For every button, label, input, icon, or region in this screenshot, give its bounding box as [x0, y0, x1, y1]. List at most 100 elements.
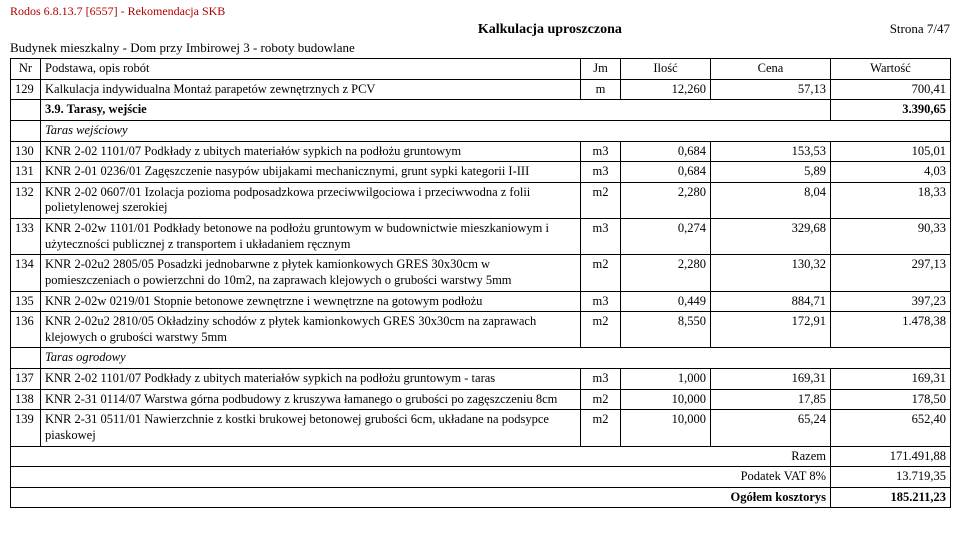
cell: KNR 2-31 0114/07 Warstwa górna podbudowy…: [41, 389, 581, 410]
cell: 131: [11, 162, 41, 183]
cell: 130: [11, 141, 41, 162]
table-row: 3.9. Tarasy, wejście3.390,65: [11, 100, 951, 121]
total-value: 185.211,23: [831, 487, 951, 508]
table-row: 131KNR 2-01 0236/01 Zagęszczenie nasypów…: [11, 162, 951, 183]
cell: 17,85: [711, 389, 831, 410]
col-wartosc: Wartość: [831, 59, 951, 80]
cell: Taras ogrodowy: [41, 348, 951, 369]
table-row: 134KNR 2-02u2 2805/05 Posadzki jednobarw…: [11, 255, 951, 291]
cell: m2: [581, 182, 621, 218]
cell: 18,33: [831, 182, 951, 218]
table-row: 130KNR 2-02 1101/07 Podkłady z ubitych m…: [11, 141, 951, 162]
cell: Kalkulacja indywidualna Montaż parapetów…: [41, 79, 581, 100]
cell: 10,000: [621, 389, 711, 410]
cell: m2: [581, 255, 621, 291]
total-value: 171.491,88: [831, 446, 951, 467]
cell: m3: [581, 369, 621, 390]
total-label: Razem: [11, 446, 831, 467]
cell: 0,684: [621, 141, 711, 162]
cell: KNR 2-31 0511/01 Nawierzchnie z kostki b…: [41, 410, 581, 446]
cell: 105,01: [831, 141, 951, 162]
doc-title: Kalkulacja uproszczona: [210, 22, 890, 38]
cell: m3: [581, 291, 621, 312]
cell: KNR 2-02w 0219/01 Stopnie betonowe zewnę…: [41, 291, 581, 312]
cell: 652,40: [831, 410, 951, 446]
cell: 133: [11, 219, 41, 255]
cell: 130,32: [711, 255, 831, 291]
cell: 2,280: [621, 182, 711, 218]
table-row: 129Kalkulacja indywidualna Montaż parape…: [11, 79, 951, 100]
cell: Taras wejściowy: [41, 120, 951, 141]
cell: 172,91: [711, 312, 831, 348]
cell: 134: [11, 255, 41, 291]
cell: KNR 2-02u2 2805/05 Posadzki jednobarwne …: [41, 255, 581, 291]
table-row: Taras wejściowy: [11, 120, 951, 141]
table-row: 136KNR 2-02u2 2810/05 Okładziny schodów …: [11, 312, 951, 348]
table-row: 133KNR 2-02w 1101/01 Podkłady betonowe n…: [11, 219, 951, 255]
cell: 3.390,65: [831, 100, 951, 121]
total-label: Ogółem kosztorys: [11, 487, 831, 508]
cell: 4,03: [831, 162, 951, 183]
cell: KNR 2-02 1101/07 Podkłady z ubitych mate…: [41, 141, 581, 162]
table-row: 137KNR 2-02 1101/07 Podkłady z ubitych m…: [11, 369, 951, 390]
cell: KNR 2-02 1101/07 Podkłady z ubitych mate…: [41, 369, 581, 390]
cell: 1,000: [621, 369, 711, 390]
cell: 397,23: [831, 291, 951, 312]
cell: m3: [581, 162, 621, 183]
table-row: 135KNR 2-02w 0219/01 Stopnie betonowe ze…: [11, 291, 951, 312]
cell: 65,24: [711, 410, 831, 446]
cell: 0,274: [621, 219, 711, 255]
table-row: 139KNR 2-31 0511/01 Nawierzchnie z kostk…: [11, 410, 951, 446]
cell: 700,41: [831, 79, 951, 100]
cell: KNR 2-02 0607/01 Izolacja pozioma podpos…: [41, 182, 581, 218]
cell: m2: [581, 389, 621, 410]
col-desc: Podstawa, opis robót: [41, 59, 581, 80]
col-nr: Nr: [11, 59, 41, 80]
cell: 132: [11, 182, 41, 218]
cell: [11, 348, 41, 369]
cell: m3: [581, 219, 621, 255]
cell: 5,89: [711, 162, 831, 183]
total-row: Razem171.491,88: [11, 446, 951, 467]
cell: 8,04: [711, 182, 831, 218]
total-label: Podatek VAT 8%: [11, 467, 831, 488]
cell: 136: [11, 312, 41, 348]
table-header-row: Nr Podstawa, opis robót Jm Ilość Cena Wa…: [11, 59, 951, 80]
cell: 884,71: [711, 291, 831, 312]
cell: m3: [581, 141, 621, 162]
cell: m2: [581, 312, 621, 348]
total-row: Podatek VAT 8%13.719,35: [11, 467, 951, 488]
cell: 178,50: [831, 389, 951, 410]
col-jm: Jm: [581, 59, 621, 80]
title-row: Kalkulacja uproszczona Strona 7/47: [10, 21, 950, 38]
cell: KNR 2-02w 1101/01 Podkłady betonowe na p…: [41, 219, 581, 255]
cell: [11, 120, 41, 141]
cell: 329,68: [711, 219, 831, 255]
cell: 0,684: [621, 162, 711, 183]
cost-table: Nr Podstawa, opis robót Jm Ilość Cena Wa…: [10, 58, 951, 508]
cell: 169,31: [831, 369, 951, 390]
cell: 8,550: [621, 312, 711, 348]
col-ilosc: Ilość: [621, 59, 711, 80]
cell: m: [581, 79, 621, 100]
page-number: Strona 7/47: [890, 21, 950, 37]
table-row: 138KNR 2-31 0114/07 Warstwa górna podbud…: [11, 389, 951, 410]
total-value: 13.719,35: [831, 467, 951, 488]
cell: 57,13: [711, 79, 831, 100]
cell: 129: [11, 79, 41, 100]
cell: 139: [11, 410, 41, 446]
cell: 1.478,38: [831, 312, 951, 348]
cell: 297,13: [831, 255, 951, 291]
cell: 3.9. Tarasy, wejście: [41, 100, 831, 121]
cell: 137: [11, 369, 41, 390]
cell: 169,31: [711, 369, 831, 390]
cell: 90,33: [831, 219, 951, 255]
cell: 10,000: [621, 410, 711, 446]
table-row: 132KNR 2-02 0607/01 Izolacja pozioma pod…: [11, 182, 951, 218]
cell: 135: [11, 291, 41, 312]
cell: m2: [581, 410, 621, 446]
cell: 0,449: [621, 291, 711, 312]
cell: 2,280: [621, 255, 711, 291]
doc-subtitle: Budynek mieszkalny - Dom przy Imbirowej …: [10, 40, 950, 56]
col-cena: Cena: [711, 59, 831, 80]
